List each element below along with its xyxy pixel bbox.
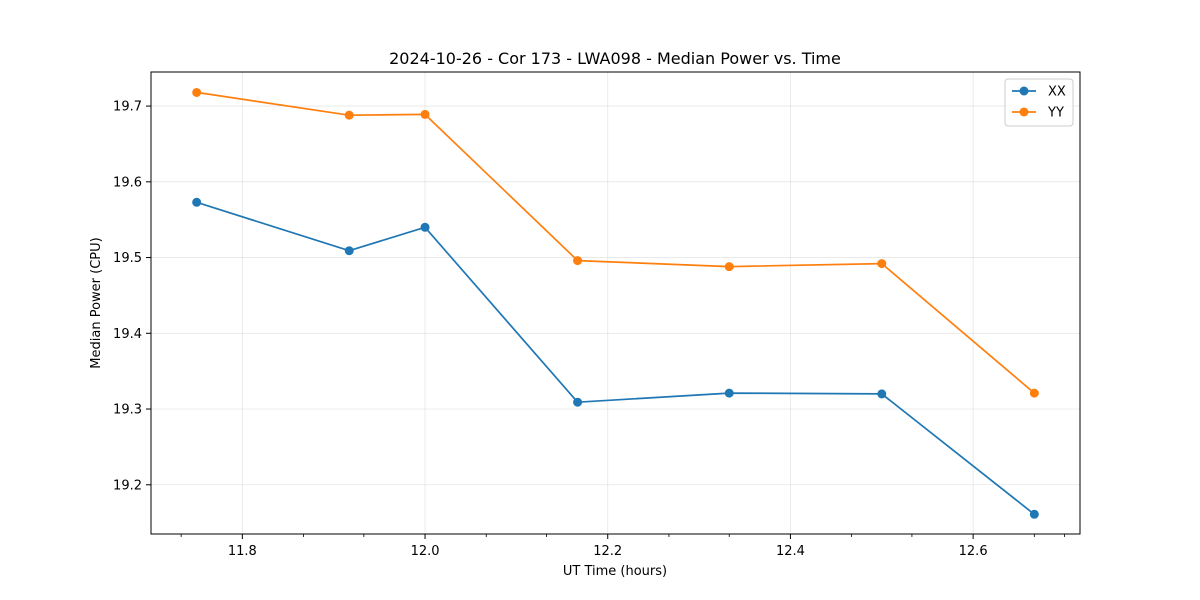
legend-item-yy: YY: [1012, 106, 1064, 121]
data-point-yy: [192, 87, 202, 97]
data-point-yy: [877, 259, 887, 269]
x-tick-label: 12.2: [593, 544, 622, 559]
data-point-xx: [724, 388, 734, 398]
y-tick-label: 19.2: [113, 478, 142, 493]
x-axis: 11.8 12.0 12.2 12.4 12.6: [180, 534, 1065, 559]
series-layer: [192, 87, 1039, 519]
x-tick-label: 11.8: [228, 544, 257, 559]
y-tick-label: 19.4: [113, 327, 142, 342]
x-tick-label: 12.6: [959, 544, 988, 559]
series-xx: [192, 197, 1039, 519]
chart-title: 2024-10-26 - Cor 173 - LWA098 - Median P…: [389, 49, 841, 68]
data-point-xx: [877, 389, 887, 399]
data-point-yy: [724, 262, 734, 272]
y-tick-label: 19.7: [113, 100, 142, 115]
grid-layer: [151, 72, 1080, 534]
legend-item-xx: XX: [1012, 85, 1066, 100]
series-yy: [192, 87, 1039, 398]
y-axis-label: Median Power (CPU): [89, 237, 104, 368]
y-tick-label: 19.5: [113, 251, 142, 266]
y-tick-label: 19.6: [113, 175, 142, 190]
legend-label-xx: XX: [1048, 85, 1066, 100]
data-point-xx: [192, 197, 202, 207]
plot-frame: [150, 71, 1081, 535]
data-point-xx: [1029, 509, 1039, 519]
data-point-yy: [420, 109, 430, 119]
y-tick-label: 19.3: [113, 403, 142, 418]
x-axis-label: UT Time (hours): [563, 564, 667, 579]
data-point-xx: [344, 246, 354, 256]
data-point-xx: [573, 397, 583, 407]
x-tick-label: 12.0: [411, 544, 440, 559]
y-axis: 19.2 19.3 19.4 19.5 19.6 19.7: [113, 100, 151, 493]
data-point-xx: [420, 222, 430, 232]
data-point-yy: [573, 256, 583, 266]
data-point-yy: [1029, 388, 1039, 398]
legend: XX YY: [1004, 78, 1074, 127]
data-point-yy: [344, 110, 354, 120]
x-tick-label: 12.4: [776, 544, 805, 559]
legend-label-yy: YY: [1047, 106, 1064, 121]
legend-marker-yy: [1019, 107, 1029, 117]
legend-marker-xx: [1019, 86, 1029, 96]
